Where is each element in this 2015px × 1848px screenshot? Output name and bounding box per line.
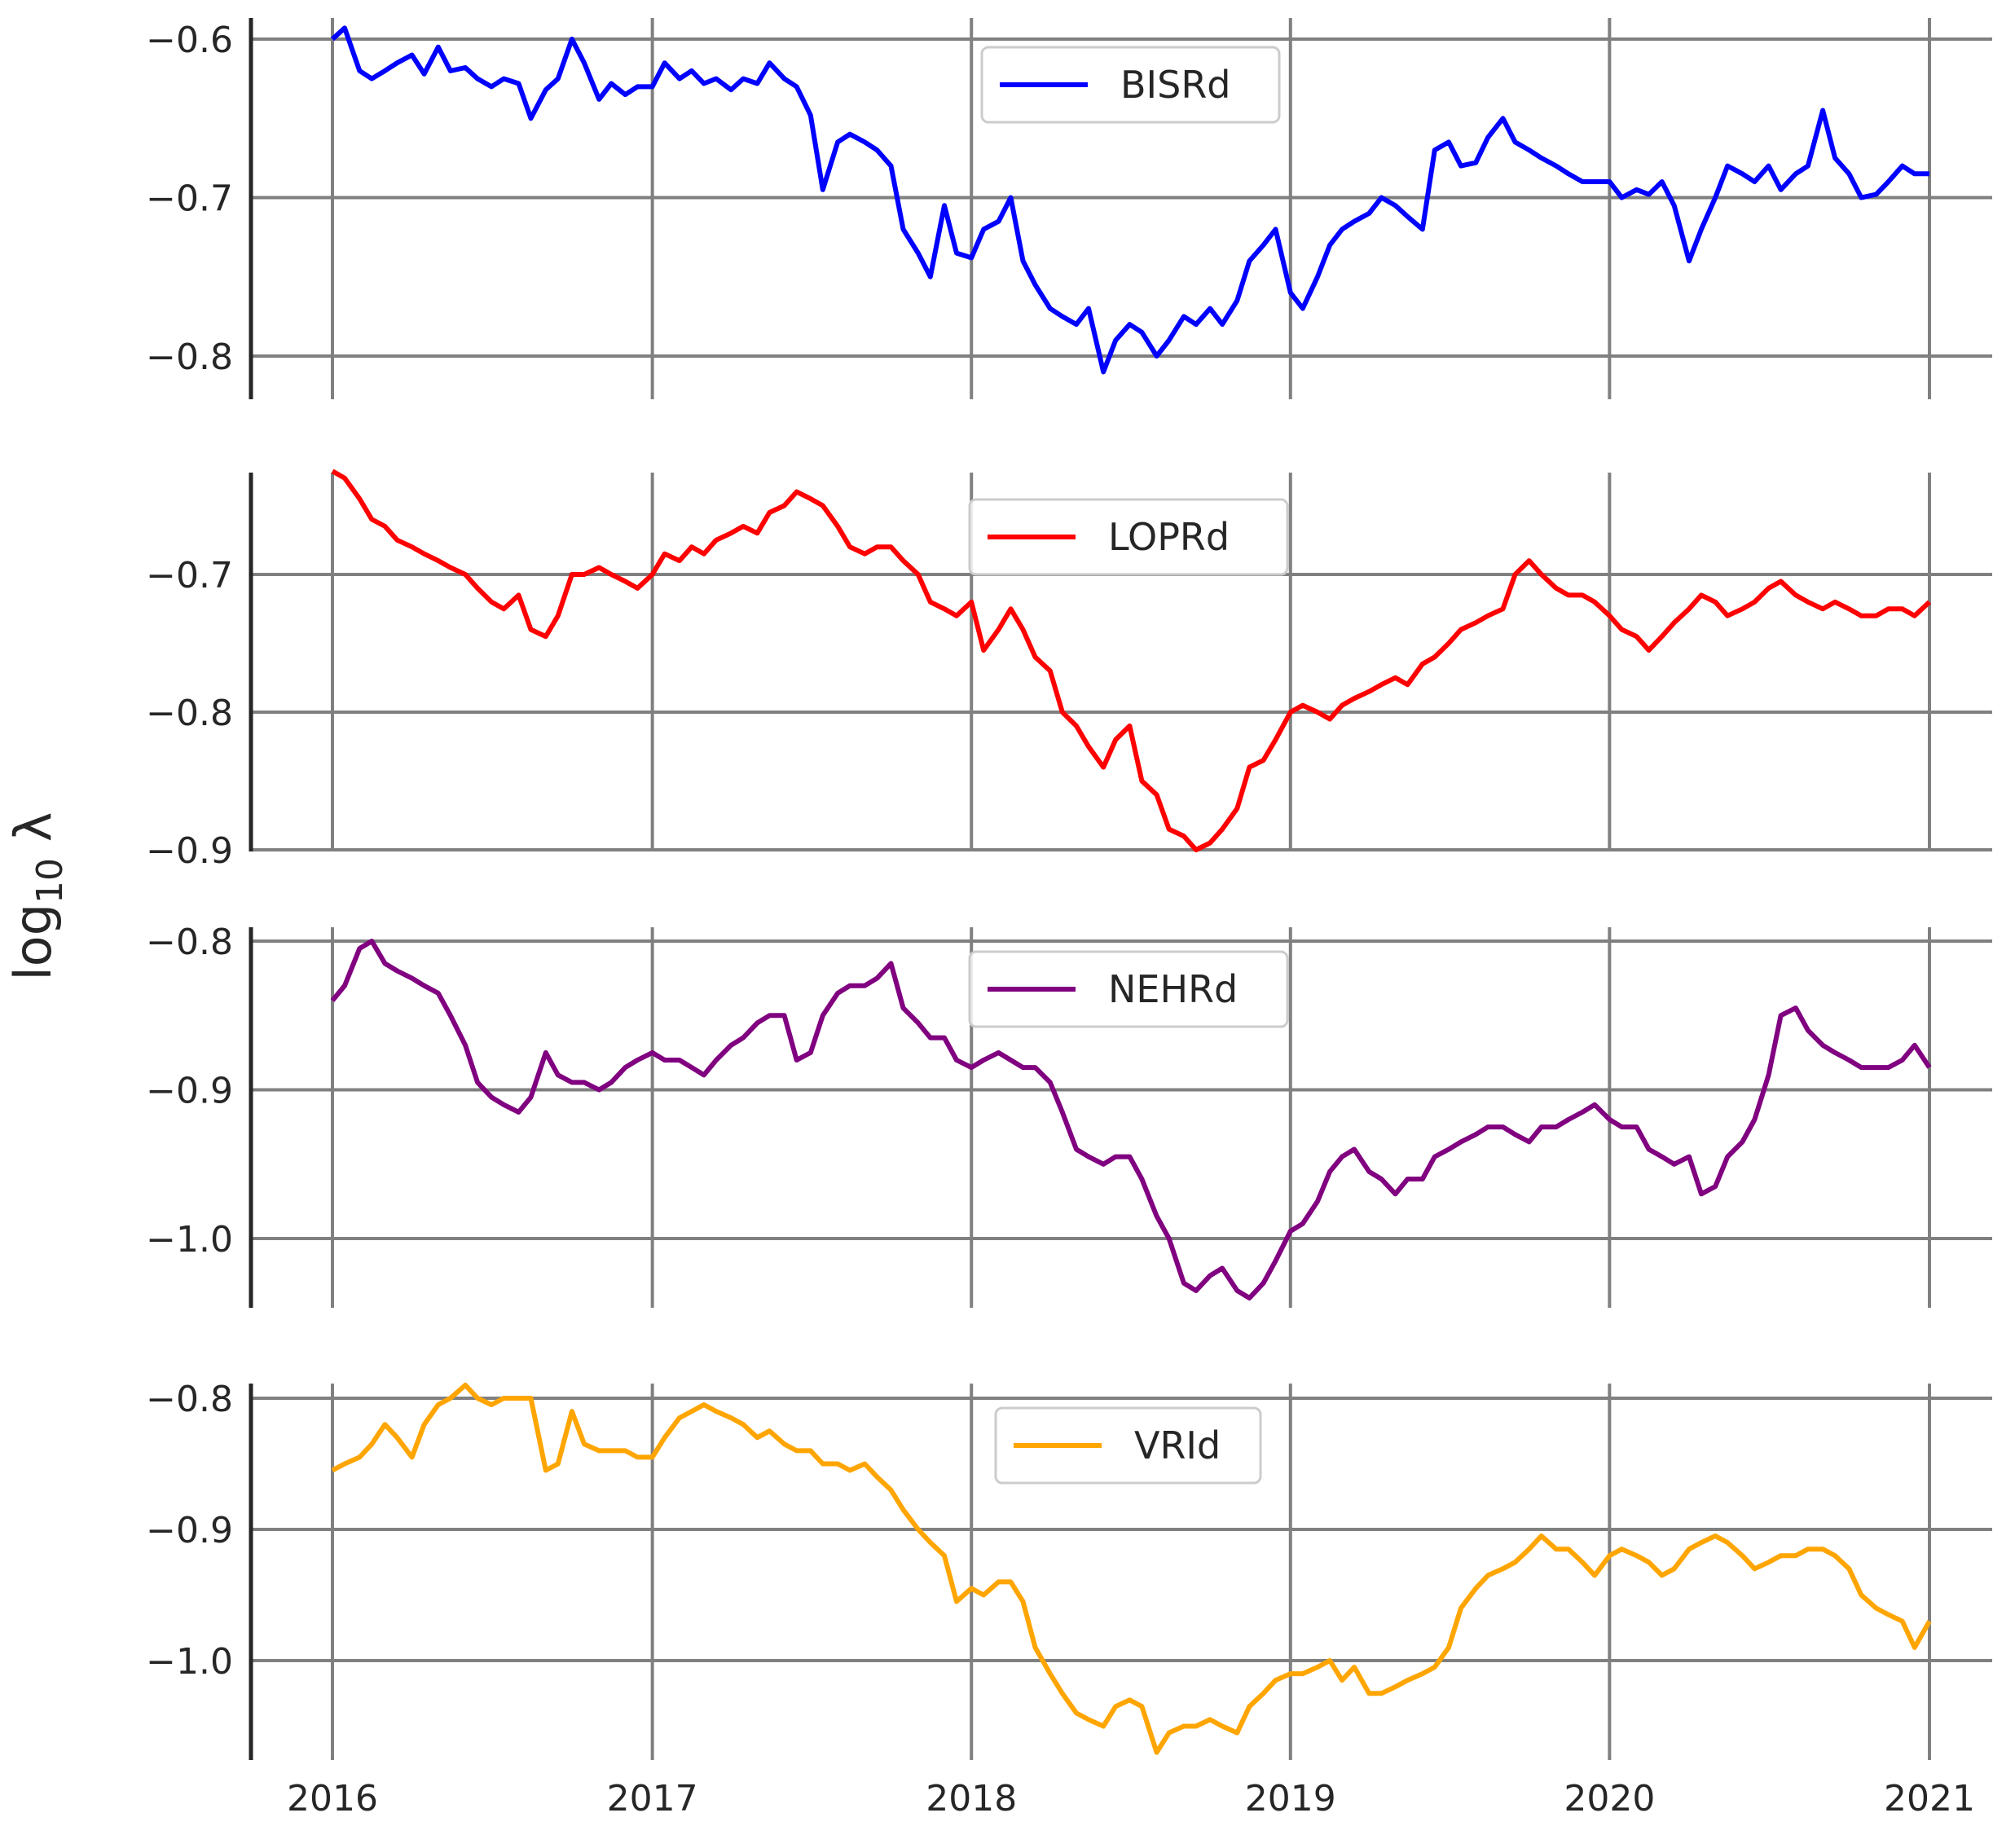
x-tick-label: 2021	[1884, 1778, 1975, 1819]
series-line-NEHRd	[330, 939, 1932, 1300]
y-tick-label: −1.0	[146, 1219, 233, 1261]
x-tick-label: 2016	[287, 1778, 378, 1819]
legend-box	[994, 1406, 1262, 1485]
y-tick-label: −0.8	[146, 922, 233, 963]
series-line-LOPRd	[331, 469, 1932, 852]
legend: NEHRd	[968, 950, 1289, 1028]
x-tick-label: 2020	[1564, 1778, 1655, 1819]
legend-box	[968, 950, 1289, 1028]
y-tick-label: −0.9	[146, 1071, 233, 1112]
y-tick-label: −0.7	[146, 555, 233, 596]
legend: LOPRd	[968, 498, 1289, 576]
legend-label: VRId	[1134, 1423, 1221, 1467]
y-tick-label: −0.9	[146, 830, 233, 872]
legend-box	[968, 498, 1289, 576]
panel-3: −0.8 −0.9 −1.0 NEHRd	[146, 922, 1992, 1308]
y-tick-label: −0.6	[146, 20, 233, 61]
y-tick-label: −0.8	[146, 337, 233, 378]
y-tick-label: −0.9	[146, 1510, 233, 1551]
x-tick-labels: 2016 2017 2018 2019 2020 2021	[287, 1778, 1975, 1819]
y-tick-label: −0.8	[146, 693, 233, 734]
legend-box	[980, 46, 1281, 124]
legend-label: BISRd	[1120, 63, 1230, 107]
y-tick-label: −1.0	[146, 1641, 233, 1683]
x-tick-label: 2018	[926, 1778, 1017, 1819]
legend-label: LOPRd	[1108, 515, 1230, 559]
series-line-VRId	[331, 1382, 1932, 1755]
y-tick-label: −0.7	[146, 178, 233, 220]
series-line-BISRd	[330, 25, 1929, 375]
panel-4: −0.8 −0.9 −1.0 VRId	[146, 1379, 1992, 1760]
y-tick-label: −0.8	[146, 1379, 233, 1420]
x-tick-label: 2017	[607, 1778, 698, 1819]
legend-label: NEHRd	[1108, 967, 1238, 1011]
x-tick-label: 2019	[1245, 1778, 1336, 1819]
legend: VRId	[994, 1406, 1262, 1485]
panel-2: −0.7 −0.8 −0.9 LOPRd	[146, 469, 1992, 872]
y-axis-label: log10 λ	[3, 812, 71, 981]
legend: BISRd	[980, 46, 1281, 124]
panels: −0.6−0.7−0.8BISRd−0.7−0.8−0.9LOPRd−0.8−0…	[146, 18, 1992, 1760]
panel-1: −0.6 −0.7 −0.8 BISRd	[146, 18, 1992, 399]
